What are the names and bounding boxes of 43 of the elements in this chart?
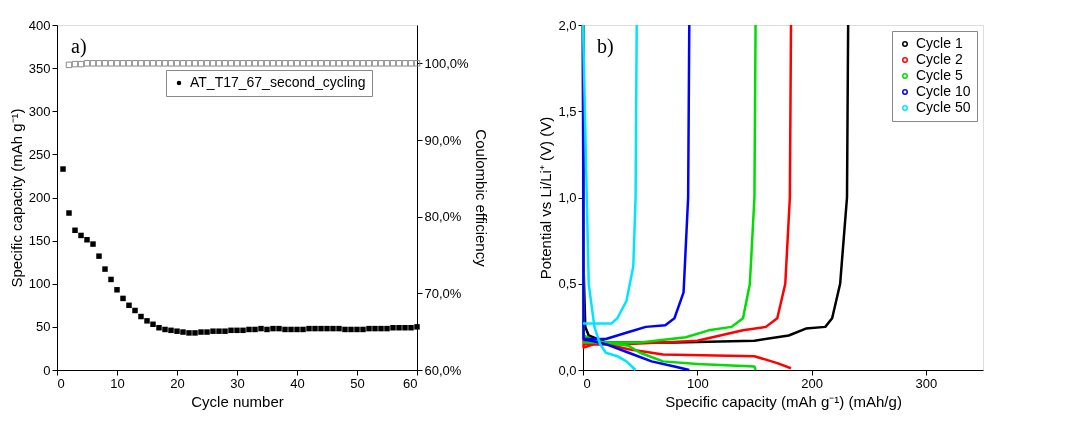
x-axis-title: Specific capacity (mAh g⁻¹) (mAh/g) bbox=[665, 392, 902, 410]
y-tick-label: 200 bbox=[28, 190, 51, 205]
y-tick-label: 250 bbox=[28, 146, 51, 162]
y-tick-label: 350 bbox=[28, 60, 51, 76]
y2-tick-label: 90,0% bbox=[424, 132, 462, 148]
y-tick-label: 300 bbox=[28, 103, 51, 119]
x-tick-label: 30 bbox=[230, 375, 245, 391]
y-axis-title: Potential vs Li/Li⁺ (V) (V) bbox=[537, 116, 555, 280]
x-tick-label: 100 bbox=[686, 375, 709, 391]
y2-axis-title: Coulombic efficiency bbox=[472, 129, 490, 268]
x-tick-label: 300 bbox=[915, 375, 938, 391]
legend-label: Cycle 5 bbox=[916, 67, 963, 83]
text: AT_T17_67_second_cycling bbox=[190, 74, 366, 90]
y-tick-label: 100 bbox=[28, 276, 51, 292]
x-axis-title: Cycle number bbox=[191, 392, 284, 410]
annotation: a) bbox=[71, 35, 87, 58]
y-tick-label: 150 bbox=[28, 233, 51, 249]
annotation: b) bbox=[597, 35, 614, 58]
x-tick-label: 10 bbox=[110, 375, 125, 391]
x-tick-label: 20 bbox=[170, 375, 185, 391]
legend-label: Cycle 1 bbox=[916, 35, 963, 51]
x-tick-label: 200 bbox=[801, 375, 823, 391]
y-tick-label: 0 bbox=[43, 362, 51, 378]
y-tick-label: 0,5 bbox=[558, 276, 577, 292]
x-tick-label: 50 bbox=[350, 375, 365, 391]
x-tick-label: 40 bbox=[290, 375, 305, 391]
x-tick-label: 60 bbox=[403, 375, 418, 391]
y2-tick-label: 70,0% bbox=[424, 285, 462, 301]
y-axis-title: Specific capacity (mAh g⁻¹) bbox=[7, 108, 25, 288]
x-tick-label: 0 bbox=[583, 375, 591, 391]
legend-label: Cycle 2 bbox=[916, 51, 963, 67]
legend-label: Cycle 10 bbox=[916, 83, 971, 99]
x-tick-label: 0 bbox=[57, 375, 65, 391]
y-tick-label: 50 bbox=[36, 319, 51, 335]
y-tick-label: 400 bbox=[28, 17, 51, 33]
y-tick-label: 1,0 bbox=[558, 190, 577, 205]
y-tick-label: 2,0 bbox=[558, 17, 577, 33]
y2-tick-label: 100,0% bbox=[424, 55, 470, 71]
legend-label: Cycle 50 bbox=[916, 99, 971, 115]
y-tick-label: 0,0 bbox=[558, 362, 577, 378]
y2-tick-label: 60,0% bbox=[424, 362, 462, 378]
y-tick-label: 1,5 bbox=[558, 103, 577, 119]
y2-tick-label: 80,0% bbox=[424, 209, 462, 225]
